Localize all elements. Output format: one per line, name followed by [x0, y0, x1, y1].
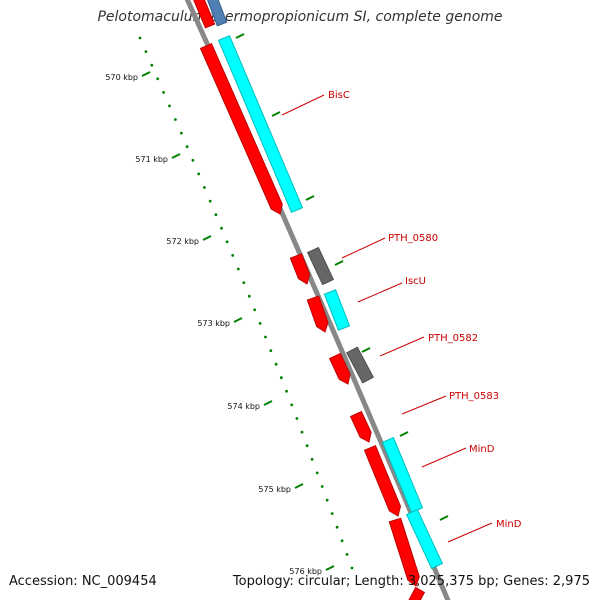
gene-label-iscu: IscU: [405, 276, 426, 287]
scale-dot: [310, 457, 314, 461]
outer-tick: [361, 347, 371, 353]
scale-dot: [162, 91, 166, 94]
scale-dot: [144, 50, 148, 53]
gene-arrow-pth-0583: [349, 410, 372, 443]
scale-dot: [325, 498, 329, 502]
scale-dot: [274, 362, 278, 366]
outer-tick: [271, 111, 281, 117]
gene-arrow-pth-0582: [328, 352, 351, 385]
gene-label-bisc: BisC: [328, 90, 350, 101]
outer-tick: [334, 260, 344, 266]
kbp-tick: [294, 483, 304, 489]
kbp-label: 576 kbp: [289, 567, 322, 576]
kbp-label: 572 kbp: [166, 237, 199, 246]
scale-dot: [290, 403, 294, 407]
kbp-label: 574 kbp: [227, 402, 260, 411]
scale-dot: [269, 349, 273, 352]
kbp-tick: [325, 565, 335, 571]
scale-dot: [150, 63, 154, 67]
label-leader-pth-0582: [379, 336, 425, 357]
scale-dot: [138, 36, 142, 40]
hypothetical-block-pth-0580: [306, 246, 335, 286]
scale-dot: [300, 430, 304, 434]
gene-arrow-top: [193, 0, 216, 29]
accession-text: Accession: NC_009454: [9, 574, 157, 589]
topology-text: Topology: circular; Length: 3,025,375 bp…: [232, 574, 590, 589]
scale-dot: [258, 322, 262, 325]
scale-dot: [253, 308, 257, 312]
scale-dot: [236, 267, 240, 271]
gene-arrow-pth-0580: [289, 253, 311, 285]
scale-dot: [305, 444, 309, 448]
gene-label-pth-0582: PTH_0582: [428, 333, 478, 344]
kbp-tick: [263, 400, 273, 406]
scale-ticks: 570 kbp 571 kbp 572 kbp 573 kbp 574 kbp 575 k…: [105, 33, 449, 576]
scale-dot: [315, 471, 319, 475]
scale-dot: [168, 104, 171, 108]
label-leader-mind: [421, 447, 467, 468]
cds-block-mind: [405, 508, 444, 570]
kbp-label: 575 kbp: [258, 485, 291, 494]
scale-dot: [179, 131, 183, 135]
scale-dot: [156, 77, 160, 81]
genes-layer: [184, 0, 451, 600]
scale-dot: [208, 199, 212, 203]
gene-label-pth-0583: PTH_0583: [449, 391, 499, 402]
scale-dot: [279, 376, 283, 380]
cds-block-bisc: [217, 35, 304, 213]
gene-arrow-iscu: [306, 295, 329, 333]
scale-dot: [345, 553, 349, 556]
label-leader-pth-0583: [401, 395, 447, 415]
cds-block-mind: [381, 437, 424, 513]
scale-dot: [330, 512, 334, 515]
scale-dot: [220, 226, 223, 230]
scale-dot: [225, 240, 229, 244]
scale-dot: [197, 172, 201, 176]
scale-dot: [174, 118, 177, 121]
outer-tick: [305, 195, 315, 201]
outer-tick: [235, 33, 245, 39]
outer-tick: [399, 431, 409, 437]
outer-tick: [439, 515, 449, 521]
kbp-label: 573 kbp: [197, 319, 230, 328]
scale-dot: [203, 186, 206, 189]
kbp-tick: [233, 317, 243, 323]
cds-block-iscu: [323, 289, 351, 331]
label-leader-bisc: [281, 94, 325, 116]
label-leader-iscu: [357, 282, 403, 303]
kbp-label: 571 kbp: [135, 155, 168, 164]
scale-dot: [231, 254, 235, 257]
scale-dot: [350, 566, 354, 570]
gene-arrow-bisc: [199, 42, 283, 215]
gene-label-pth-0580: PTH_0580: [388, 233, 438, 244]
scale-dots: [138, 36, 354, 570]
scale-dot: [285, 389, 288, 393]
scale-dot: [185, 145, 189, 149]
scale-dot: [191, 158, 195, 162]
label-leader-mind: [447, 522, 493, 543]
kbp-tick: [202, 235, 212, 241]
scale-dot: [214, 213, 218, 217]
gene-labels-layer: BisC PTH_0580 IscU PTH_0582 PTH_0583 MinD MinD: [281, 90, 522, 543]
scale-dot: [264, 335, 267, 339]
scale-dot: [242, 281, 246, 284]
gene-label-mind: MinD: [496, 519, 522, 530]
scale-dot: [295, 417, 299, 420]
scale-dot: [247, 294, 251, 298]
scale-dot: [335, 525, 339, 529]
gene-arrow-mind: [388, 517, 420, 587]
kbp-tick: [141, 71, 151, 77]
label-leader-pth-0580: [341, 237, 386, 259]
kbp-label: 570 kbp: [105, 73, 138, 82]
gene-arrow-mind: [363, 445, 402, 517]
hypothetical-block-pth-0582: [346, 346, 374, 384]
kbp-tick: [171, 153, 181, 159]
feature-block-top: [206, 0, 228, 27]
gene-arrow-bottom: [408, 586, 426, 600]
scale-dot: [320, 485, 324, 488]
scale-dot: [340, 539, 344, 543]
gene-label-mind: MinD: [469, 444, 495, 455]
